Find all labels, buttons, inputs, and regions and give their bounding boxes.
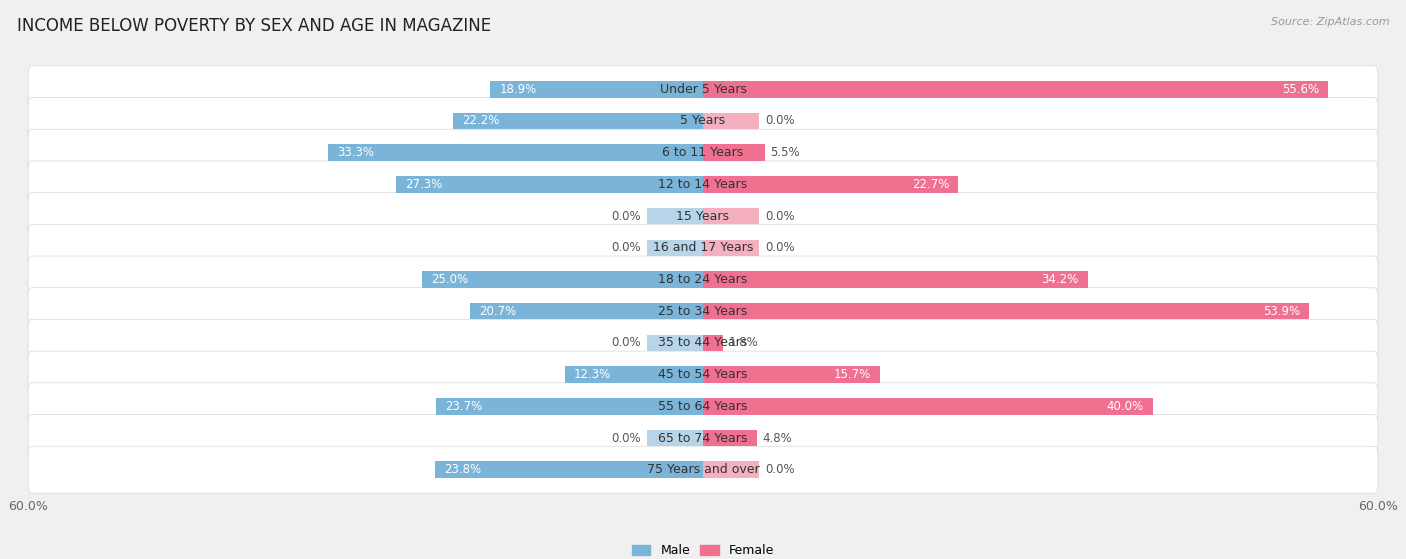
Text: 45 to 54 Years: 45 to 54 Years <box>658 368 748 381</box>
FancyBboxPatch shape <box>28 256 1378 303</box>
Text: 53.9%: 53.9% <box>1263 305 1301 318</box>
FancyBboxPatch shape <box>28 288 1378 335</box>
Text: 5.5%: 5.5% <box>770 146 800 159</box>
Bar <box>436 398 703 415</box>
Text: Under 5 Years: Under 5 Years <box>659 83 747 96</box>
Text: 23.8%: 23.8% <box>444 463 481 476</box>
Bar <box>647 430 703 446</box>
Bar <box>703 430 756 446</box>
Text: 12 to 14 Years: 12 to 14 Years <box>658 178 748 191</box>
Text: 0.0%: 0.0% <box>612 241 641 254</box>
Text: 75 Years and over: 75 Years and over <box>647 463 759 476</box>
Text: 4.8%: 4.8% <box>762 432 793 444</box>
Bar <box>422 271 703 288</box>
Bar <box>703 240 759 256</box>
FancyBboxPatch shape <box>28 66 1378 113</box>
Bar <box>329 144 703 161</box>
FancyBboxPatch shape <box>28 319 1378 366</box>
Text: 0.0%: 0.0% <box>612 337 641 349</box>
Text: 0.0%: 0.0% <box>765 115 794 127</box>
FancyBboxPatch shape <box>28 224 1378 271</box>
Text: 27.3%: 27.3% <box>405 178 441 191</box>
Text: 20.7%: 20.7% <box>479 305 516 318</box>
FancyBboxPatch shape <box>28 383 1378 430</box>
Bar <box>703 335 723 351</box>
Text: 22.2%: 22.2% <box>463 115 499 127</box>
Bar <box>703 303 1309 319</box>
Text: 16 and 17 Years: 16 and 17 Years <box>652 241 754 254</box>
Text: 0.0%: 0.0% <box>765 210 794 222</box>
Text: 55 to 64 Years: 55 to 64 Years <box>658 400 748 413</box>
Text: INCOME BELOW POVERTY BY SEX AND AGE IN MAGAZINE: INCOME BELOW POVERTY BY SEX AND AGE IN M… <box>17 17 491 35</box>
Text: 15.7%: 15.7% <box>834 368 870 381</box>
Text: 18.9%: 18.9% <box>499 83 537 96</box>
Text: 65 to 74 Years: 65 to 74 Years <box>658 432 748 444</box>
Bar <box>436 462 703 478</box>
Text: 0.0%: 0.0% <box>612 210 641 222</box>
Bar <box>647 208 703 224</box>
Bar <box>647 335 703 351</box>
FancyBboxPatch shape <box>28 446 1378 493</box>
Text: 1.8%: 1.8% <box>728 337 759 349</box>
Text: 0.0%: 0.0% <box>765 241 794 254</box>
Text: 12.3%: 12.3% <box>574 368 610 381</box>
Bar <box>470 303 703 319</box>
Bar <box>647 240 703 256</box>
FancyBboxPatch shape <box>28 97 1378 144</box>
Text: 34.2%: 34.2% <box>1042 273 1078 286</box>
Text: 0.0%: 0.0% <box>612 432 641 444</box>
FancyBboxPatch shape <box>28 351 1378 398</box>
Bar <box>396 176 703 193</box>
Bar <box>565 366 703 383</box>
Bar <box>703 144 765 161</box>
FancyBboxPatch shape <box>28 193 1378 240</box>
Text: Source: ZipAtlas.com: Source: ZipAtlas.com <box>1271 17 1389 27</box>
Bar <box>703 271 1088 288</box>
Text: 23.7%: 23.7% <box>446 400 482 413</box>
Text: 40.0%: 40.0% <box>1107 400 1144 413</box>
Text: 55.6%: 55.6% <box>1282 83 1319 96</box>
Bar <box>491 81 703 97</box>
Text: 6 to 11 Years: 6 to 11 Years <box>662 146 744 159</box>
Text: 15 Years: 15 Years <box>676 210 730 222</box>
FancyBboxPatch shape <box>28 415 1378 462</box>
FancyBboxPatch shape <box>28 161 1378 208</box>
Text: 35 to 44 Years: 35 to 44 Years <box>658 337 748 349</box>
Bar <box>703 398 1153 415</box>
Bar <box>703 462 759 478</box>
Bar <box>703 366 880 383</box>
Legend: Male, Female: Male, Female <box>627 539 779 559</box>
Bar <box>703 208 759 224</box>
Text: 0.0%: 0.0% <box>765 463 794 476</box>
Text: 33.3%: 33.3% <box>337 146 374 159</box>
Text: 25.0%: 25.0% <box>430 273 468 286</box>
Bar <box>703 81 1329 97</box>
Text: 22.7%: 22.7% <box>912 178 949 191</box>
Text: 5 Years: 5 Years <box>681 115 725 127</box>
Bar <box>453 113 703 129</box>
Bar <box>703 176 959 193</box>
Text: 25 to 34 Years: 25 to 34 Years <box>658 305 748 318</box>
Bar <box>703 113 759 129</box>
Text: 18 to 24 Years: 18 to 24 Years <box>658 273 748 286</box>
FancyBboxPatch shape <box>28 129 1378 176</box>
